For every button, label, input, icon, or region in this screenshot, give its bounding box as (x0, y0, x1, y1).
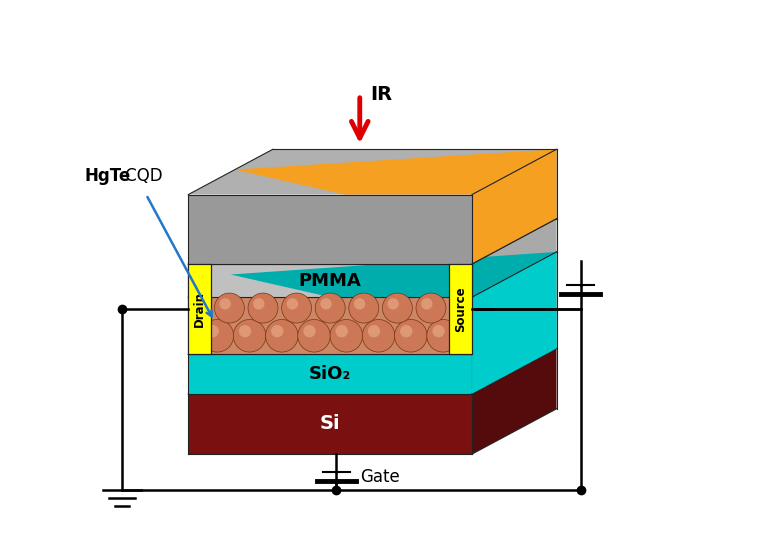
Polygon shape (188, 354, 472, 394)
Circle shape (315, 293, 345, 323)
Text: Gate: Gate (360, 468, 400, 486)
Circle shape (388, 298, 399, 310)
Circle shape (298, 319, 330, 352)
Circle shape (201, 319, 233, 352)
Circle shape (220, 298, 231, 310)
Text: HgTe: HgTe (85, 168, 130, 186)
Text: IR: IR (371, 85, 393, 104)
Polygon shape (188, 264, 211, 354)
Polygon shape (472, 149, 556, 264)
Polygon shape (472, 149, 556, 264)
Circle shape (233, 319, 266, 352)
Circle shape (421, 298, 433, 310)
Circle shape (427, 319, 459, 352)
Circle shape (394, 319, 427, 352)
Circle shape (271, 325, 283, 337)
Circle shape (248, 293, 278, 323)
Text: SiO₂: SiO₂ (309, 365, 351, 383)
Polygon shape (472, 309, 556, 394)
Polygon shape (449, 264, 472, 354)
Circle shape (416, 293, 446, 323)
Polygon shape (188, 394, 472, 454)
Polygon shape (188, 264, 472, 297)
Polygon shape (472, 252, 556, 354)
Polygon shape (188, 194, 472, 264)
Polygon shape (188, 309, 556, 354)
Circle shape (253, 298, 265, 310)
Polygon shape (188, 348, 556, 394)
Circle shape (368, 325, 380, 337)
Circle shape (214, 293, 244, 323)
Text: PMMA: PMMA (299, 271, 362, 289)
Circle shape (207, 325, 219, 337)
Polygon shape (188, 149, 556, 194)
Text: Si: Si (320, 414, 340, 434)
Circle shape (336, 325, 348, 337)
Polygon shape (472, 252, 556, 394)
Circle shape (433, 325, 445, 337)
Text: Drain: Drain (193, 291, 206, 327)
Polygon shape (472, 219, 556, 297)
Circle shape (382, 293, 412, 323)
Circle shape (349, 293, 378, 323)
Polygon shape (235, 149, 556, 194)
Circle shape (282, 293, 311, 323)
Circle shape (362, 319, 395, 352)
Text: CQD: CQD (120, 168, 163, 186)
Circle shape (239, 325, 251, 337)
Circle shape (320, 298, 332, 310)
Polygon shape (188, 297, 472, 354)
Circle shape (266, 319, 298, 352)
Polygon shape (472, 348, 556, 454)
Circle shape (400, 325, 413, 337)
Polygon shape (230, 252, 556, 297)
Circle shape (354, 298, 365, 310)
Polygon shape (188, 219, 556, 264)
Circle shape (287, 298, 298, 310)
Circle shape (304, 325, 316, 337)
Polygon shape (188, 252, 556, 297)
Circle shape (330, 319, 362, 352)
Text: Source: Source (454, 287, 467, 332)
